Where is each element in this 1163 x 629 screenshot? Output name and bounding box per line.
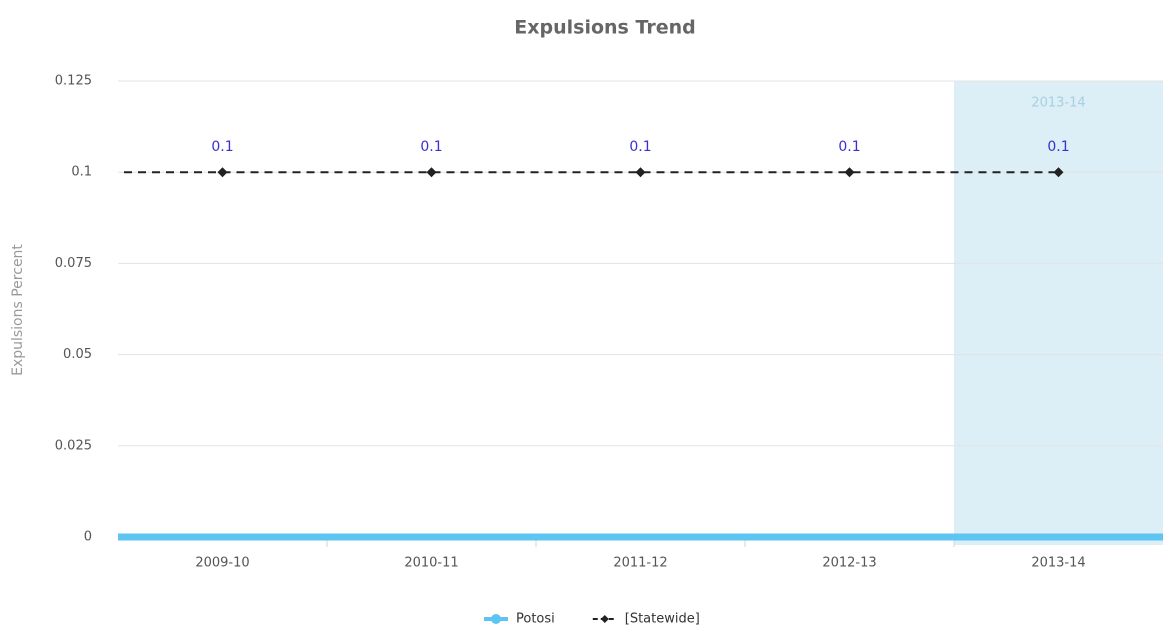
y-tick-label: 0 [84,530,92,545]
data-label: 0.1 [1047,139,1069,155]
x-tick-label: 2011-12 [613,556,667,571]
marker [426,167,437,178]
y-axis-title: Expulsions Percent [10,244,26,376]
y-tick-label: 0.025 [55,438,92,453]
y-tick-label: 0.125 [55,74,92,89]
x-tick-label: 2009-10 [195,556,249,571]
y-tick-label: 0.075 [55,256,92,271]
marker [844,167,855,178]
legend-label: Potosi [516,612,555,627]
legend-marker [491,614,501,624]
x-tick-label: 2013-14 [1031,556,1085,571]
plot-band [954,81,1163,545]
x-tick-label: 2012-13 [822,556,876,571]
marker [217,167,228,178]
x-tick-label: 2010-11 [404,556,458,571]
y-tick-label: 0.1 [71,165,92,180]
plot-band-label: 2013-14 [1031,96,1085,111]
data-label: 0.1 [420,139,442,155]
marker [1053,167,1064,178]
y-tick-label: 0.05 [63,347,92,362]
chart-title: Expulsions Trend [514,17,695,39]
legend-label: [Statewide] [625,612,700,627]
data-label: 0.1 [629,139,651,155]
legend-marker [600,615,609,623]
data-label: 0.1 [211,139,233,155]
marker [635,167,646,178]
data-label: 0.1 [838,139,860,155]
